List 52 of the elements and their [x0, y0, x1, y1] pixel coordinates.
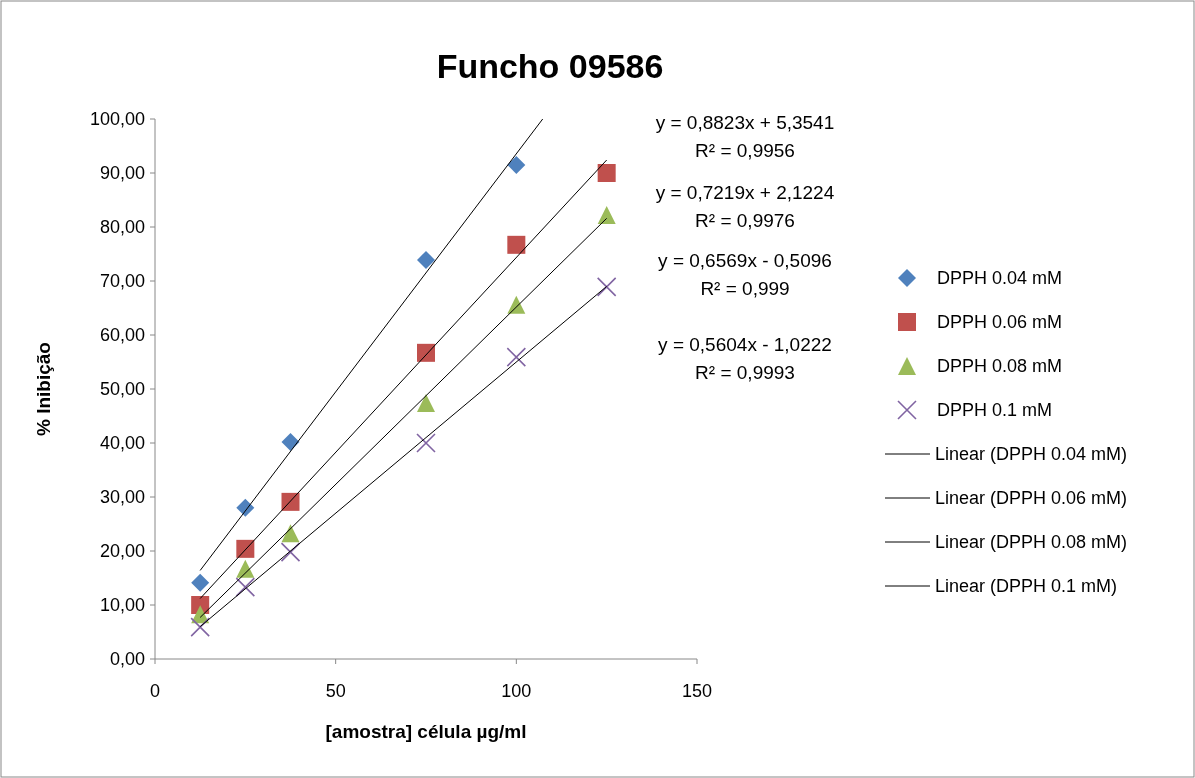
point	[191, 573, 210, 592]
point	[281, 492, 300, 511]
legend-label: Linear (DPPH 0.04 mM)	[935, 444, 1128, 465]
x-axis-title: [amostra] célula µg/ml	[325, 721, 527, 742]
point	[281, 432, 300, 451]
x-tick-label: 50	[325, 681, 346, 701]
text: R² = 0,999	[700, 277, 790, 299]
point	[597, 164, 616, 182]
legend-label: DPPH 0.1 mM	[937, 400, 1053, 421]
annotation: R² = 0,9976	[695, 209, 795, 231]
point	[507, 155, 526, 174]
point	[236, 498, 255, 517]
point	[417, 394, 435, 413]
legend-label: DPPH 0.06 mM	[937, 312, 1063, 333]
y-tick-label: 100,00	[89, 109, 145, 130]
y-tick-label: 90,00	[99, 163, 145, 184]
point	[235, 577, 256, 597]
annotation: R² = 0,9993	[695, 361, 795, 383]
annotation: y = 0,7219x + 2,1224	[655, 181, 835, 203]
annotation: y = 0,8823x + 5,3541	[655, 111, 835, 133]
point	[417, 250, 435, 269]
point	[416, 433, 436, 453]
x-tick-label: 0	[149, 681, 161, 701]
y-tick-label: 70,00	[99, 271, 145, 292]
chart-title: Funcho 09586	[436, 47, 664, 85]
y-tick-label: 10,00	[99, 595, 145, 616]
y-tick-label: 40,00	[99, 433, 145, 454]
y-tick-label: 80,00	[99, 217, 145, 238]
x-tick-label: 150	[681, 681, 713, 701]
point	[190, 617, 210, 637]
point	[236, 539, 255, 558]
y-tick-label: 60,00	[99, 325, 145, 346]
point	[597, 206, 616, 225]
y-tick-label: 50,00	[99, 379, 145, 400]
x-tick-label: 100	[501, 681, 532, 701]
legend-label: Linear (DPPH 0.08 mM)	[935, 532, 1128, 553]
annotation: y = 0,6569x - 0,5096	[658, 249, 832, 271]
legend-label: DPPH 0.08 mM	[937, 356, 1063, 377]
annotation: y = 0,5604x - 1,0222	[658, 333, 832, 355]
annotation: R² = 0,9956	[695, 139, 795, 161]
point	[281, 524, 300, 543]
legend-label: DPPH 0.04 mM	[937, 268, 1063, 289]
point	[596, 277, 617, 297]
point	[417, 343, 435, 362]
y-axis-title: % Inibição	[33, 342, 54, 436]
legend-label: Linear (DPPH 0.06 mM)	[935, 488, 1128, 509]
legend-label: Linear (DPPH 0.1 mM)	[935, 576, 1118, 597]
point	[507, 235, 526, 254]
y-tick-label: 20,00	[99, 541, 145, 562]
point	[506, 347, 527, 367]
y-tick-label: 0,00	[109, 649, 145, 670]
y-tick-label: 30,00	[99, 487, 145, 508]
